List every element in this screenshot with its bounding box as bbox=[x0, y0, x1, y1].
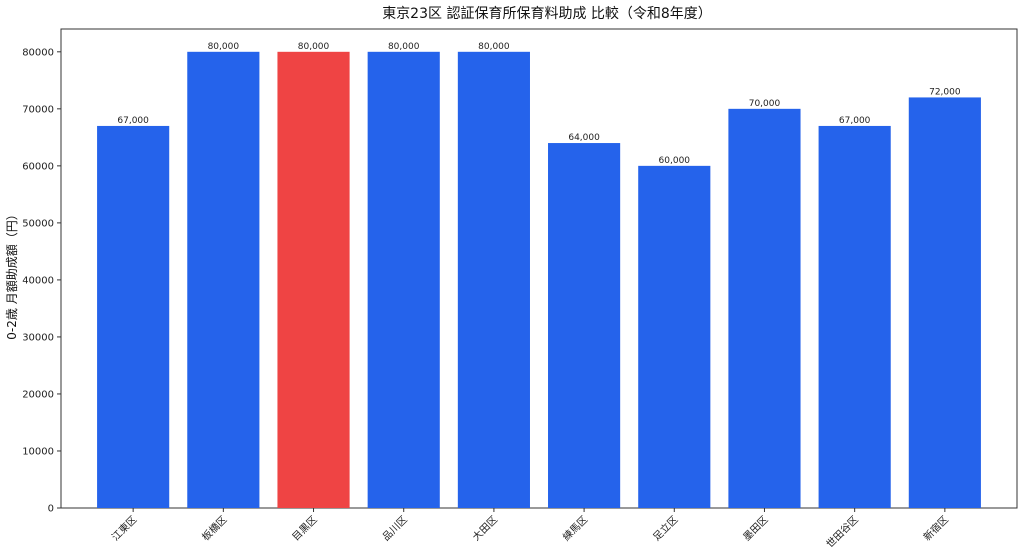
y-tick-label: 80000 bbox=[22, 47, 54, 58]
y-tick-label: 30000 bbox=[22, 332, 54, 343]
bar-7 bbox=[638, 165, 711, 508]
x-tick-label: 墨田区 bbox=[741, 514, 771, 544]
data-label: 80,000 bbox=[388, 42, 420, 52]
plot-frame bbox=[60, 28, 1018, 509]
data-label: 67,000 bbox=[117, 116, 149, 126]
x-tick-label: 江東区 bbox=[109, 513, 139, 543]
y-tick-label: 0 bbox=[48, 504, 54, 515]
y-tick-label: 70000 bbox=[22, 104, 54, 115]
x-tick-label: 足立区 bbox=[650, 513, 680, 543]
x-tick-label: 世田谷区 bbox=[824, 514, 861, 551]
bar-9 bbox=[818, 125, 891, 508]
bar-3 bbox=[277, 51, 350, 509]
y-tick-label: 10000 bbox=[22, 446, 54, 457]
data-label: 67,000 bbox=[839, 116, 871, 126]
x-tick-label: 練馬区 bbox=[560, 513, 590, 543]
bar-2 bbox=[187, 51, 260, 509]
bar-8 bbox=[728, 108, 801, 508]
data-label: 80,000 bbox=[208, 42, 240, 52]
y-axis-label: 0-2歳 月額助成額（円） bbox=[5, 208, 19, 339]
y-tick-label: 40000 bbox=[22, 275, 54, 286]
data-label: 80,000 bbox=[478, 42, 510, 52]
data-label: 70,000 bbox=[749, 99, 781, 109]
x-tick-label: 新宿区 bbox=[921, 513, 951, 543]
chart-title: 東京23区 認証保育所保育料助成 比較（令和8年度） bbox=[382, 6, 712, 22]
y-tick-label: 50000 bbox=[22, 218, 54, 229]
bar-1 bbox=[97, 125, 170, 508]
data-label: 64,000 bbox=[568, 133, 600, 143]
x-tick-label: 目黒区 bbox=[290, 514, 320, 544]
plot-area: 0 10000 20000 30000 40000 50000 60000 70000 8000… bbox=[22, 28, 1018, 551]
y-tick-label: 20000 bbox=[22, 389, 54, 400]
y-tick-label: 60000 bbox=[22, 161, 54, 172]
data-label: 60,000 bbox=[659, 156, 691, 166]
x-tick-label: 板橋区 bbox=[199, 513, 229, 543]
x-tick-label: 大田区 bbox=[470, 513, 500, 543]
data-label: 72,000 bbox=[929, 87, 961, 97]
bar-4 bbox=[367, 51, 440, 509]
bar-10 bbox=[908, 97, 981, 508]
bar-5 bbox=[457, 51, 530, 509]
bar-6 bbox=[548, 143, 621, 509]
x-tick-label: 品川区 bbox=[380, 514, 410, 544]
data-label: 80,000 bbox=[298, 42, 330, 52]
